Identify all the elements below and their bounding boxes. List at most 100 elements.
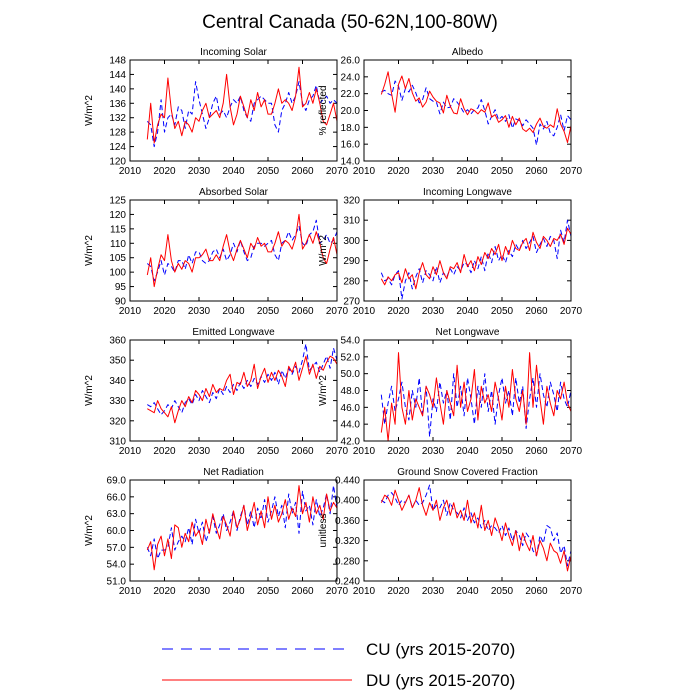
emitted-longwave-ytick-label: 350 [109, 356, 126, 367]
emitted-longwave-xtick-label: 2050 [257, 446, 280, 457]
net-radiation-xtick-label: 2050 [257, 586, 280, 597]
absorbed-solar-ytick-label: 105 [109, 253, 126, 264]
albedo-frame [363, 59, 572, 162]
incoming-solar-ytick-label: 136 [109, 99, 126, 110]
emitted-longwave-ytick-label: 310 [109, 437, 126, 448]
net-radiation-xtick-label: 2030 [188, 586, 211, 597]
incoming-longwave-ytick-label: 300 [343, 236, 360, 247]
net-radiation-xtick-label: 2060 [291, 586, 314, 597]
net-radiation-ytick-label: 51.0 [107, 577, 127, 588]
albedo-ytick-label: 24.0 [341, 72, 361, 83]
ground-snow-covered-fraction-xtick-label: 2030 [422, 586, 445, 597]
emitted-longwave-ytick-label: 360 [109, 336, 126, 347]
albedo-ytick-label: 16.0 [341, 140, 361, 151]
incoming-longwave-series-cu [380, 219, 572, 300]
net-longwave-series-cu [380, 373, 572, 438]
net-radiation-xtick-label: 2010 [119, 586, 142, 597]
incoming-solar-ytick-label: 128 [109, 128, 126, 139]
net-radiation-ytick-label: 60.0 [107, 526, 127, 537]
panel-incoming-longwave: Incoming Longwave W/m^2 2010 2020 2030 2040 20… [318, 187, 583, 317]
absorbed-solar-xtick-label: 2010 [119, 306, 142, 317]
net-radiation-ytick-label: 63.0 [107, 509, 127, 520]
incoming-longwave-ytick-label: 320 [343, 196, 360, 207]
figure-title: Central Canada (50-62N,100-80W) [202, 12, 498, 33]
albedo-xtick-label: 2050 [491, 166, 514, 177]
emitted-longwave-xtick-label: 2010 [119, 446, 142, 457]
absorbed-solar-xtick-label: 2030 [188, 306, 211, 317]
albedo-ytick-label: 18.0 [341, 123, 361, 134]
incoming-solar-ylabel: W/m^2 [84, 95, 95, 126]
albedo-ytick-label: 22.0 [341, 89, 361, 100]
panel-absorbed-solar: Absorbed Solar W/m^2 2010 2020 2030 2040 2050 2… [84, 187, 349, 317]
albedo-title: Albedo [452, 47, 484, 58]
emitted-longwave-xtick-label: 2060 [291, 446, 314, 457]
absorbed-solar-ytick-label: 100 [109, 268, 126, 279]
ground-snow-covered-fraction-title: Ground Snow Covered Fraction [397, 467, 538, 478]
legend-label-du: DU (yrs 2015-2070) [366, 671, 515, 690]
emitted-longwave-series-du [147, 355, 338, 424]
absorbed-solar-frame [129, 199, 338, 302]
net-longwave-frame [363, 339, 572, 442]
net-longwave-ytick-label: 54.0 [341, 336, 361, 347]
ground-snow-covered-fraction-series-du [380, 487, 572, 572]
albedo-xtick-label: 2060 [525, 166, 548, 177]
net-longwave-xtick-label: 2040 [456, 446, 479, 457]
panel-ground-snow-covered-fraction: Ground Snow Covered Fraction unitless 2010… [318, 467, 583, 597]
ground-snow-covered-fraction-ytick-label: 0.240 [335, 577, 360, 588]
net-longwave-ytick-label: 42.0 [341, 437, 361, 448]
ground-snow-covered-fraction-ytick-label: 0.360 [335, 516, 360, 527]
net-longwave-ytick-label: 46.0 [341, 403, 361, 414]
ground-snow-covered-fraction-xtick-label: 2010 [353, 586, 376, 597]
ground-snow-covered-fraction-ytick-label: 0.280 [335, 556, 360, 567]
incoming-longwave-title: Incoming Longwave [423, 187, 512, 198]
net-radiation-ytick-label: 54.0 [107, 560, 127, 571]
ground-snow-covered-fraction-xtick-label: 2020 [387, 586, 410, 597]
absorbed-solar-series-du [146, 213, 338, 288]
incoming-solar-xtick-label: 2060 [291, 166, 314, 177]
albedo-xtick-label: 2030 [422, 166, 445, 177]
panel-albedo: Albedo % reflected 2010 2020 2030 2040 2050 206… [318, 47, 583, 177]
net-longwave-ylabel: W/m^2 [318, 375, 329, 406]
incoming-longwave-ytick-label: 270 [343, 297, 360, 308]
net-radiation-xtick-label: 2070 [326, 586, 349, 597]
albedo-xtick-label: 2010 [353, 166, 376, 177]
ground-snow-covered-fraction-ytick-label: 0.320 [335, 536, 360, 547]
incoming-solar-title: Incoming Solar [200, 47, 267, 58]
net-longwave-xtick-label: 2060 [525, 446, 548, 457]
incoming-longwave-xtick-label: 2060 [525, 306, 548, 317]
net-radiation-frame [129, 479, 338, 582]
absorbed-solar-ytick-label: 90 [115, 297, 127, 308]
incoming-longwave-xtick-label: 2020 [387, 306, 410, 317]
net-longwave-series-du [380, 352, 572, 442]
ground-snow-covered-fraction-ylabel: unitless [318, 514, 329, 548]
absorbed-solar-series-cu [146, 219, 338, 282]
absorbed-solar-xtick-label: 2060 [291, 306, 314, 317]
absorbed-solar-ytick-label: 95 [115, 282, 127, 293]
incoming-longwave-xtick-label: 2070 [560, 306, 583, 317]
incoming-longwave-series-du [380, 227, 572, 290]
albedo-ytick-label: 14.0 [341, 157, 361, 168]
emitted-longwave-ytick-label: 330 [109, 396, 126, 407]
absorbed-solar-ytick-label: 115 [110, 224, 126, 235]
incoming-solar-xtick-label: 2050 [257, 166, 280, 177]
ground-snow-covered-fraction-ytick-label: 0.400 [335, 496, 360, 507]
albedo-ylabel: % reflected [318, 85, 329, 135]
incoming-solar-xtick-label: 2030 [188, 166, 211, 177]
net-longwave-xtick-label: 2050 [491, 446, 514, 457]
incoming-longwave-xtick-label: 2040 [456, 306, 479, 317]
incoming-solar-xtick-label: 2070 [326, 166, 349, 177]
ground-snow-covered-fraction-xtick-label: 2060 [525, 586, 548, 597]
albedo-ytick-label: 26.0 [341, 56, 361, 67]
net-radiation-xtick-label: 2040 [222, 586, 245, 597]
emitted-longwave-title: Emitted Longwave [192, 327, 275, 338]
panel-emitted-longwave: Emitted Longwave W/m^2 2010 2020 2030 2040 205… [84, 327, 349, 457]
net-longwave-xtick-label: 2030 [422, 446, 445, 457]
incoming-longwave-ytick-label: 280 [343, 276, 360, 287]
incoming-solar-xtick-label: 2010 [119, 166, 142, 177]
net-radiation-title: Net Radiation [203, 467, 264, 478]
albedo-ytick-label: 20.0 [341, 106, 361, 117]
absorbed-solar-xtick-label: 2070 [326, 306, 349, 317]
panel-net-longwave: Net Longwave W/m^2 2010 2020 2030 2040 2050 206… [318, 327, 583, 457]
incoming-longwave-ylabel: W/m^2 [318, 235, 329, 266]
